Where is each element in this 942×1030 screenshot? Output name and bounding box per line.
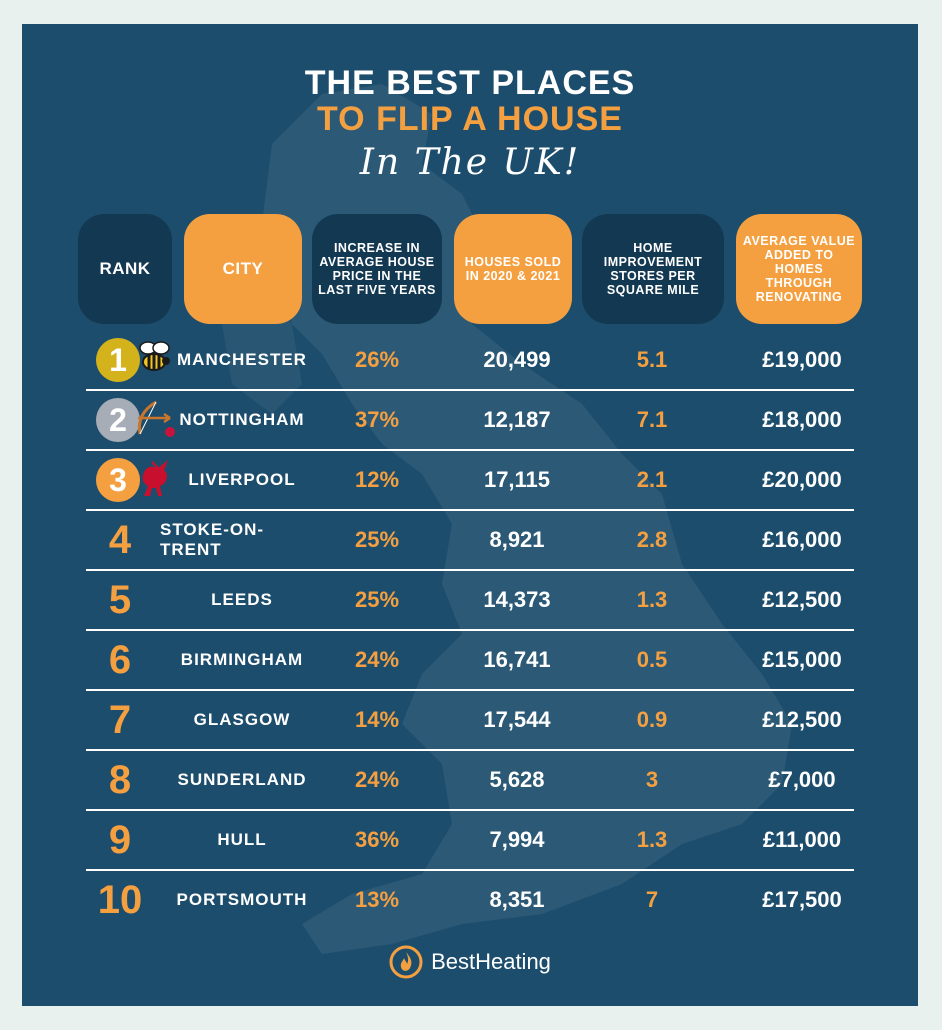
houses-sold: 5,628 — [489, 767, 545, 792]
rank-number: 6 — [108, 637, 132, 682]
bow-arrow-icon — [130, 394, 178, 442]
table-row: 3 LIVERPOOL 12% 17,115 2.1 £20,000 — [22, 450, 918, 511]
price-increase: 25% — [354, 587, 400, 612]
value-added: £17,500 — [762, 887, 842, 912]
houses-sold: 8,351 — [489, 887, 545, 912]
stores-per-mile: 3 — [645, 767, 659, 792]
header-sold: HOUSES SOLD IN 2020 & 2021 — [454, 214, 572, 324]
row-divider — [86, 389, 854, 391]
infographic-card: THE BEST PLACES TO FLIP A HOUSE In The U… — [22, 24, 918, 1006]
value-added: £20,000 — [762, 467, 842, 492]
row-divider — [86, 689, 854, 691]
header-rank: RANK — [78, 214, 172, 324]
city-name: SUNDERLAND — [177, 770, 307, 789]
city-name: LEEDS — [211, 590, 273, 609]
rank-number: 9 — [108, 817, 132, 862]
city-name: NOTTINGHAM — [179, 410, 305, 429]
row-divider — [86, 869, 854, 871]
value-added: £12,500 — [762, 707, 842, 732]
row-divider — [86, 749, 854, 751]
stores-per-mile: 1.3 — [636, 827, 668, 852]
value-added: £12,500 — [762, 587, 842, 612]
price-increase: 24% — [354, 647, 400, 672]
stores-per-mile: 5.1 — [636, 347, 668, 372]
rank-number: 5 — [108, 577, 132, 622]
value-added: £7,000 — [768, 767, 836, 792]
brand-logo: BestHeating — [22, 942, 918, 982]
brand-name: BestHeating — [431, 949, 551, 974]
table-row: 7 GLASGOW 14% 17,544 0.9 £12,500 — [22, 690, 918, 751]
stores-per-mile: 7 — [645, 887, 659, 912]
row-divider — [86, 569, 854, 571]
houses-sold: 12,187 — [483, 407, 551, 432]
rank-badge: 1 — [96, 338, 140, 382]
row-divider — [86, 449, 854, 451]
price-increase: 14% — [354, 707, 400, 732]
table-row: 2 NOTTINGHAM 37% 12,187 7.1 £18,000 — [22, 390, 918, 451]
table-row: 10 PORTSMOUTH 13% 8,351 7 £17,500 — [22, 870, 918, 930]
table-row: 1 MANCHESTER 26% 20,499 5.1 £19,000 — [22, 330, 918, 391]
row-divider — [86, 509, 854, 511]
houses-sold: 16,741 — [483, 647, 551, 672]
table-row: 8 SUNDERLAND 24% 5,628 3 £7,000 — [22, 750, 918, 811]
header-city: CITY — [184, 214, 302, 324]
stores-per-mile: 0.9 — [636, 707, 668, 732]
row-divider — [86, 809, 854, 811]
subtitle: In The UK! — [359, 142, 581, 183]
rank-number: 4 — [108, 517, 132, 562]
houses-sold: 20,499 — [483, 347, 551, 372]
city-name: STOKE-ON-TRENT — [160, 520, 265, 559]
rank-number: 7 — [108, 697, 132, 742]
price-increase: 37% — [354, 407, 400, 432]
stores-per-mile: 2.8 — [636, 527, 668, 552]
table-row: 4 STOKE-ON-TRENT 25% 8,921 2.8 £16,000 — [22, 510, 918, 571]
stores-per-mile: 0.5 — [636, 647, 668, 672]
price-increase: 13% — [354, 887, 400, 912]
bee-icon — [130, 334, 178, 382]
stores-per-mile: 7.1 — [636, 407, 668, 432]
houses-sold: 17,544 — [483, 707, 551, 732]
city-name: BIRMINGHAM — [180, 650, 304, 669]
city-name: GLASGOW — [193, 710, 291, 729]
stores-per-mile: 1.3 — [636, 587, 668, 612]
value-added: £18,000 — [762, 407, 842, 432]
city-name: LIVERPOOL — [188, 470, 296, 489]
flame-icon — [389, 945, 423, 979]
value-added: £11,000 — [762, 827, 842, 852]
city-name: HULL — [217, 830, 267, 849]
city-name: PORTSMOUTH — [176, 890, 308, 909]
table-row: 9 HULL 36% 7,994 1.3 £11,000 — [22, 810, 918, 871]
houses-sold: 17,115 — [483, 467, 551, 492]
houses-sold: 14,373 — [483, 587, 551, 612]
header-value: AVERAGE VALUE ADDED TO HOMES THROUGH REN… — [736, 214, 862, 324]
houses-sold: 7,994 — [489, 827, 545, 852]
header-stores: HOME IMPROVEMENT STORES PER SQUARE MILE — [582, 214, 724, 324]
value-added: £15,000 — [762, 647, 842, 672]
stores-per-mile: 2.1 — [636, 467, 668, 492]
price-increase: 26% — [354, 347, 400, 372]
title-line-1: THE BEST PLACES — [304, 64, 636, 102]
price-increase: 25% — [354, 527, 400, 552]
price-increase: 24% — [354, 767, 400, 792]
rank-number: 10 — [97, 877, 143, 922]
price-increase: 12% — [354, 467, 400, 492]
liver-bird-icon — [130, 454, 178, 502]
value-added: £19,000 — [762, 347, 842, 372]
row-divider — [86, 629, 854, 631]
header-increase: INCREASE IN AVERAGE HOUSE PRICE IN THE L… — [312, 214, 442, 324]
value-added: £16,000 — [762, 527, 842, 552]
price-increase: 36% — [354, 827, 400, 852]
table-row: 6 BIRMINGHAM 24% 16,741 0.5 £15,000 — [22, 630, 918, 691]
title-line-2: TO FLIP A HOUSE — [317, 100, 623, 138]
table-row: 5 LEEDS 25% 14,373 1.3 £12,500 — [22, 570, 918, 631]
rank-badge: 3 — [96, 458, 140, 502]
rank-badge: 2 — [96, 398, 140, 442]
city-name: MANCHESTER — [177, 350, 307, 369]
houses-sold: 8,921 — [489, 527, 545, 552]
rank-number: 8 — [108, 757, 132, 802]
